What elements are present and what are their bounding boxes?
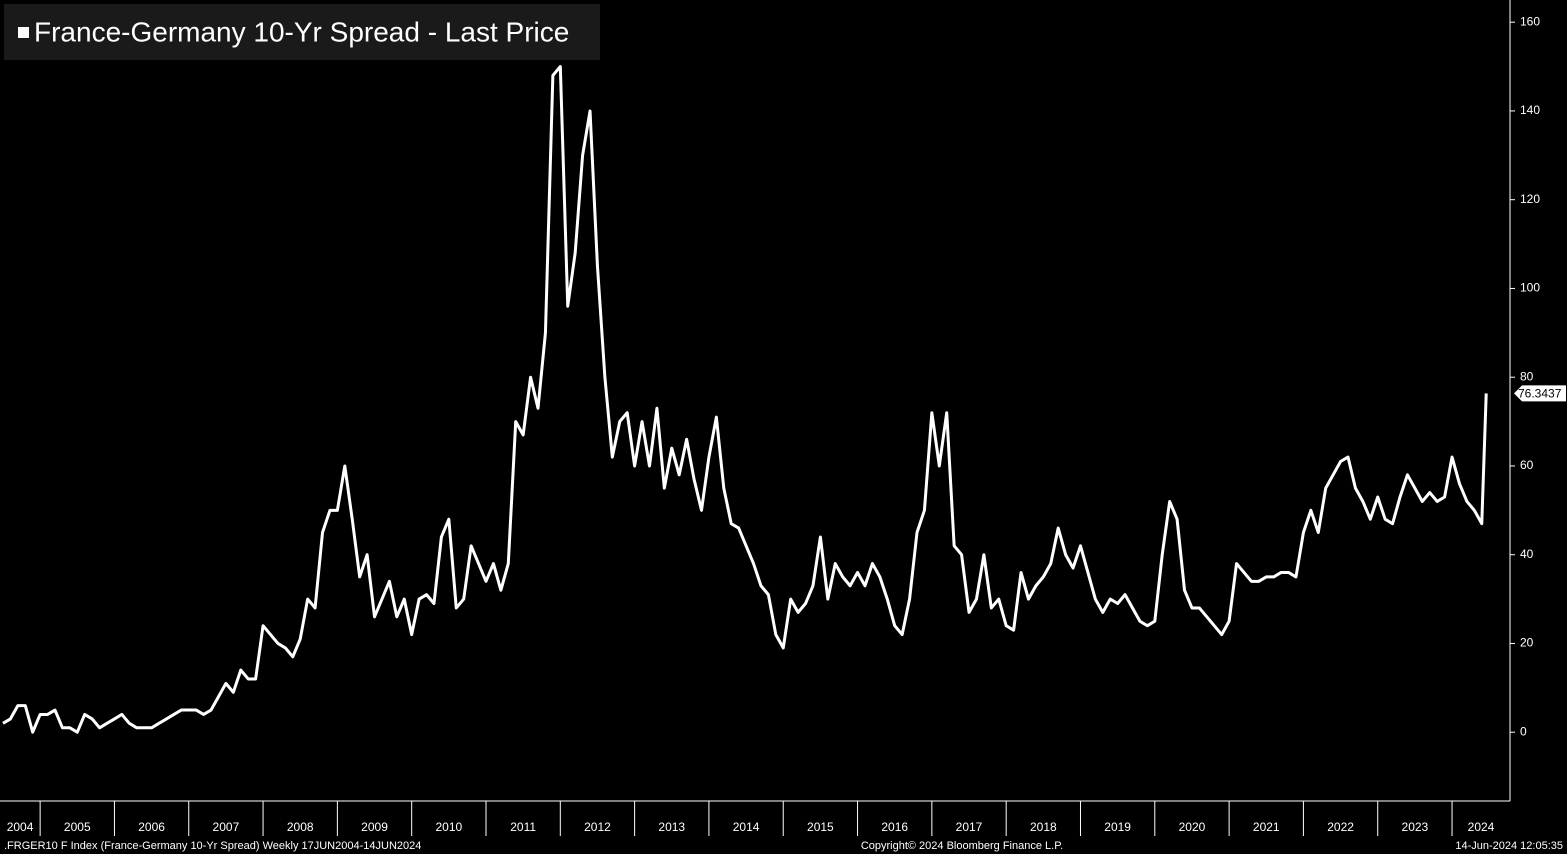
x-tick-label: 2006: [138, 820, 165, 834]
x-tick-label: 2012: [584, 820, 611, 834]
price-line: [2, 65, 1488, 734]
legend-swatch: [18, 27, 29, 38]
y-tick-label: 80: [1520, 369, 1534, 383]
x-tick-label: 2004: [7, 820, 34, 834]
x-tick-label: 2019: [1104, 820, 1131, 834]
legend-label: France-Germany 10-Yr Spread - Last Price: [34, 16, 569, 47]
y-tick-label: 60: [1520, 458, 1534, 472]
footer-right: 14-Jun-2024 12:05:35: [1455, 840, 1563, 852]
y-tick-label: 140: [1520, 103, 1540, 117]
x-tick-label: 2010: [435, 820, 462, 834]
last-price-tag: [1514, 385, 1566, 402]
x-tick-label: 2016: [881, 820, 908, 834]
x-tick-label: 2023: [1402, 820, 1429, 834]
x-tick-label: 2008: [287, 820, 314, 834]
footer-center: Copyright© 2024 Bloomberg Finance L.P.: [861, 840, 1063, 852]
x-tick-label: 2017: [956, 820, 983, 834]
x-tick-label: 2024: [1468, 820, 1495, 834]
y-tick-label: 20: [1520, 636, 1534, 650]
y-tick-label: 0: [1520, 724, 1527, 738]
x-tick-label: 2013: [658, 820, 685, 834]
x-tick-label: 2022: [1327, 820, 1354, 834]
x-tick-label: 2018: [1030, 820, 1057, 834]
x-tick-label: 2021: [1253, 820, 1280, 834]
x-tick-label: 2007: [213, 820, 240, 834]
y-tick-label: 100: [1520, 281, 1540, 295]
x-tick-label: 2015: [807, 820, 834, 834]
last-price-label: 76.3437: [1518, 387, 1562, 401]
x-tick-label: 2011: [510, 820, 536, 834]
y-tick-label: 40: [1520, 547, 1534, 561]
x-tick-label: 2020: [1179, 820, 1206, 834]
footer-left: .FRGER10 F Index (France-Germany 10-Yr S…: [4, 840, 421, 852]
x-tick-label: 2005: [64, 820, 91, 834]
y-tick-label: 160: [1520, 14, 1540, 28]
legend-box: [4, 4, 600, 60]
x-tick-label: 2009: [361, 820, 388, 834]
x-tick-label: 2014: [733, 820, 760, 834]
y-tick-label: 120: [1520, 192, 1540, 206]
